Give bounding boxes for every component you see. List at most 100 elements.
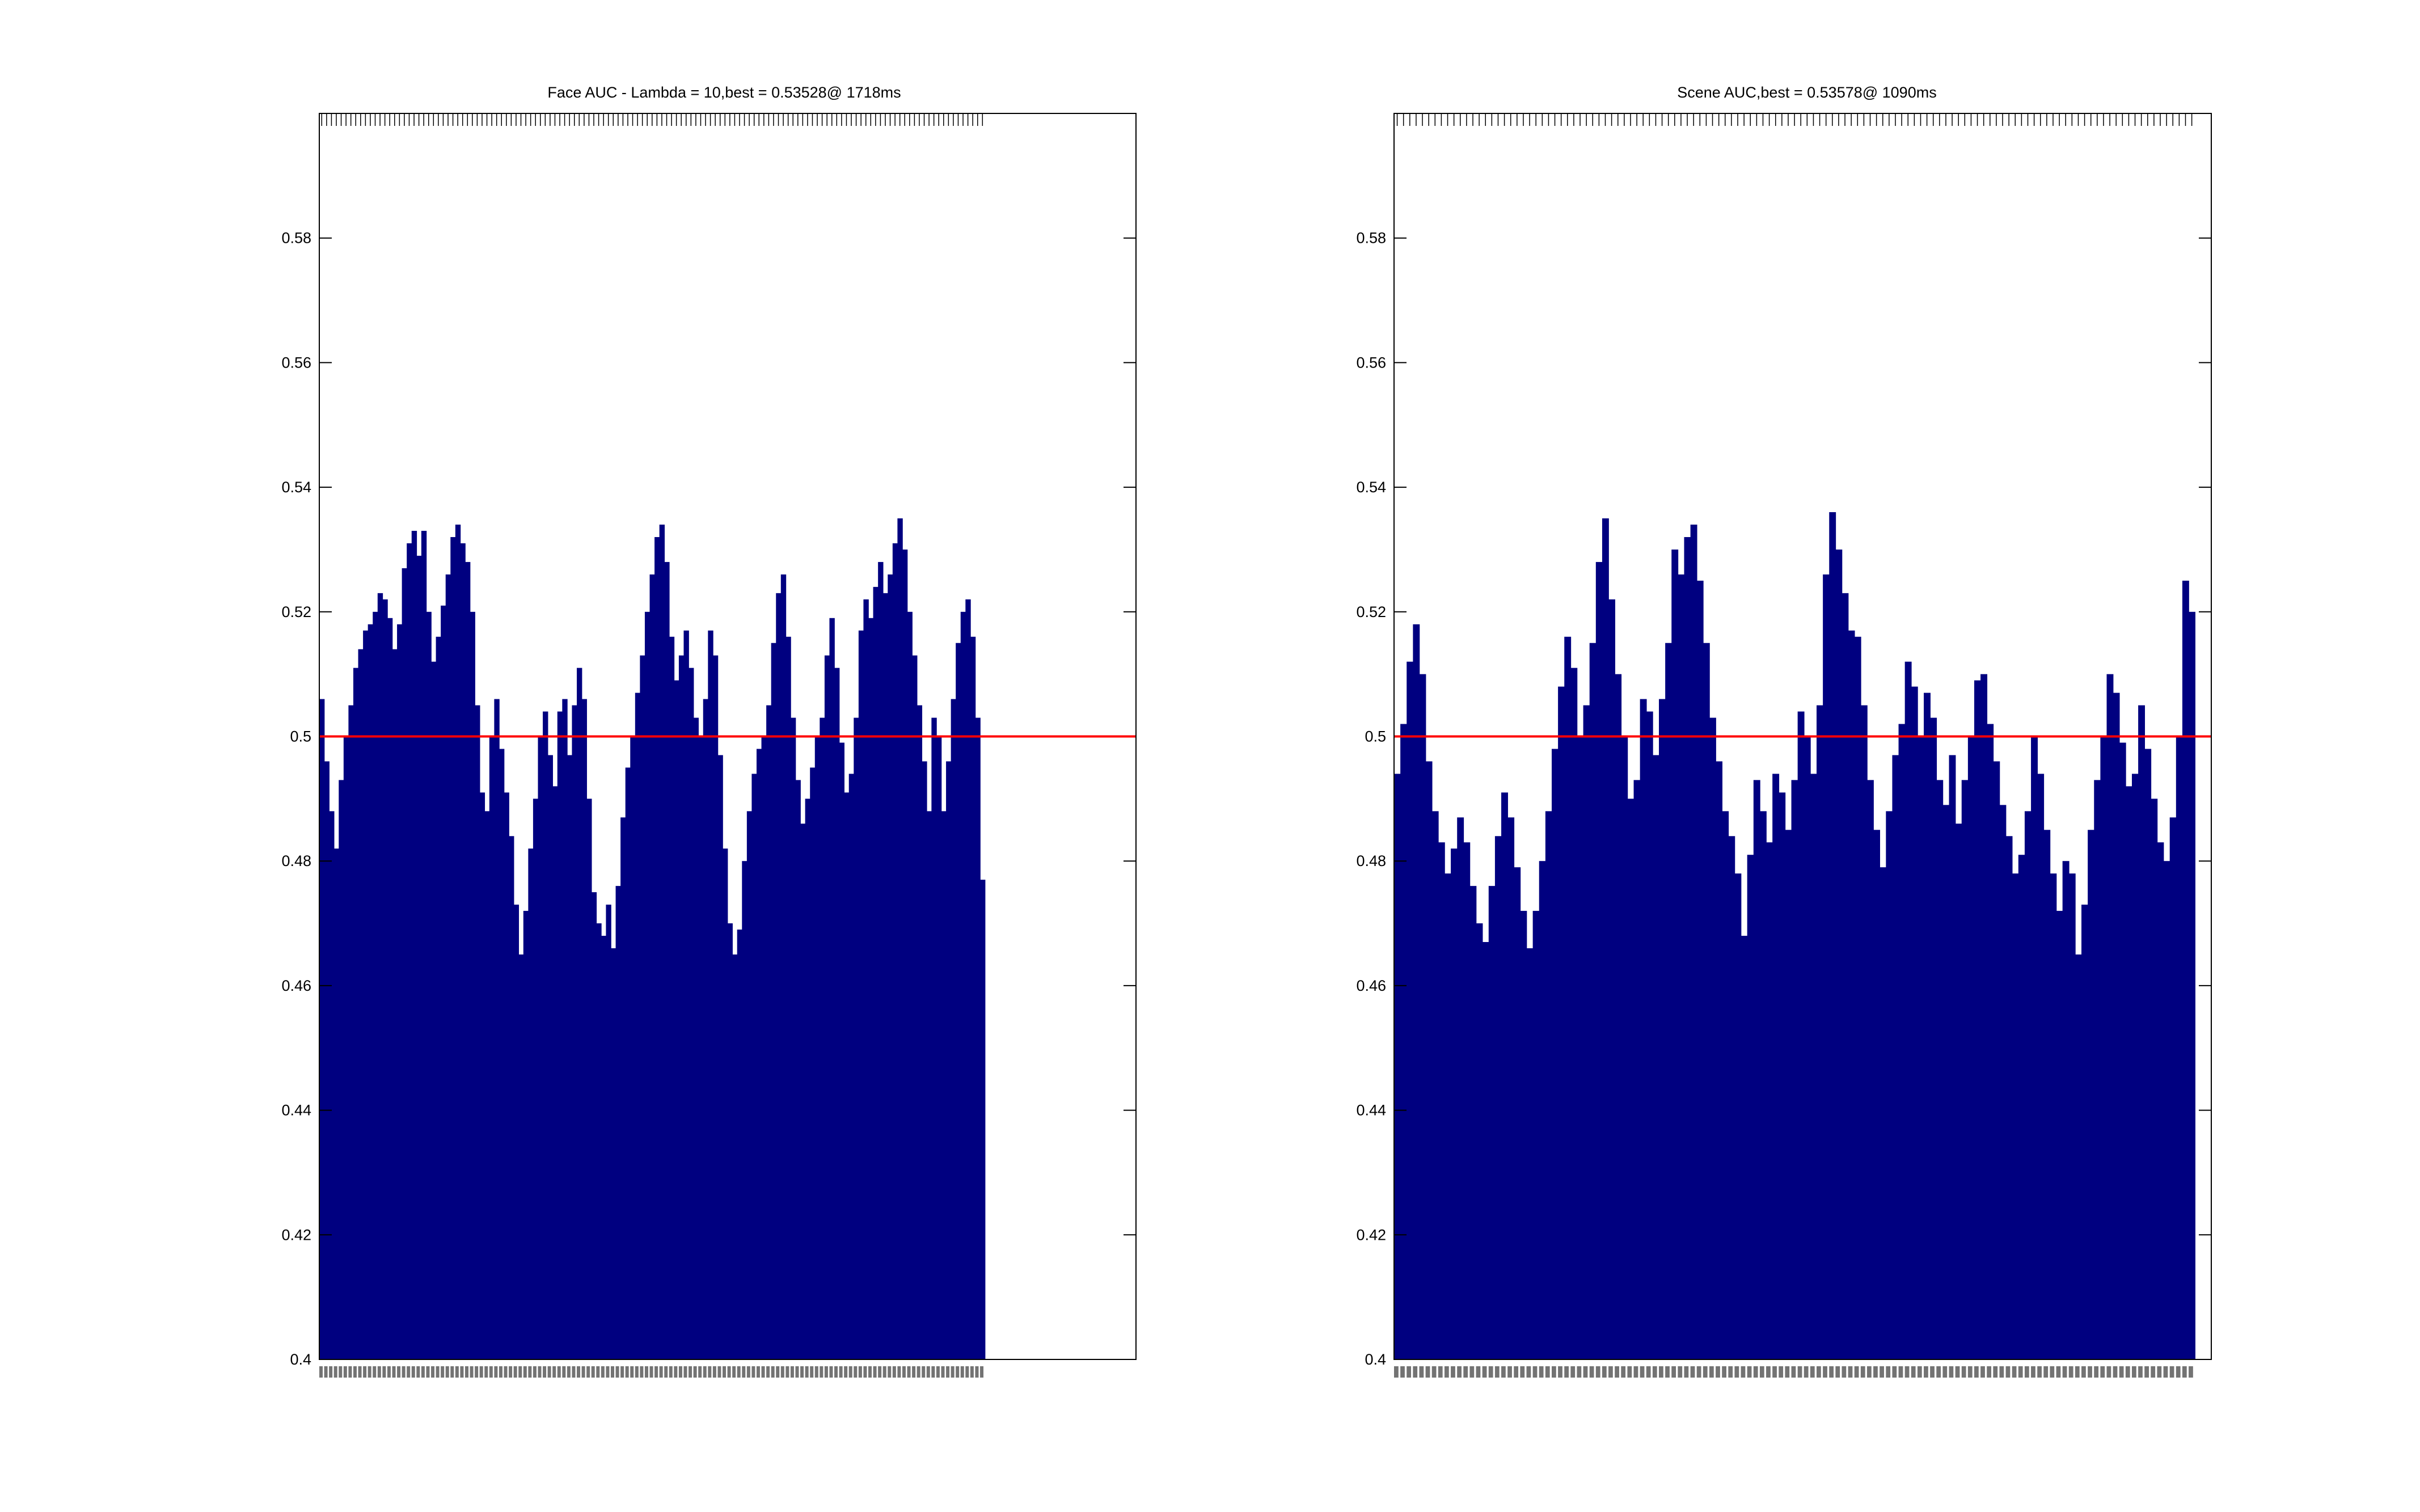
bar xyxy=(2037,774,2045,1359)
x-tick-label-glyphs xyxy=(1886,1366,1891,1378)
x-tick-label-glyphs xyxy=(1955,1366,1960,1378)
x-tick-label-glyphs xyxy=(1684,1366,1689,1378)
bar xyxy=(552,786,558,1359)
bar xyxy=(1810,774,1817,1359)
x-tick-label-glyphs xyxy=(708,1366,712,1378)
x-tick-label-glyphs xyxy=(353,1366,357,1378)
x-tick-label-glyphs xyxy=(1678,1366,1683,1378)
bar xyxy=(868,618,874,1359)
bar xyxy=(814,736,821,1359)
x-tick-label-glyphs xyxy=(1980,1366,1985,1378)
y-tick-label: 0.44 xyxy=(281,1102,311,1119)
bar xyxy=(2031,736,2038,1359)
x-tick-label-glyphs xyxy=(746,1366,750,1378)
x-tick-label-glyphs xyxy=(1425,1366,1430,1378)
bar xyxy=(1967,736,1975,1359)
plot-frame xyxy=(1393,113,2212,1360)
x-tick-label-glyphs xyxy=(1615,1366,1619,1378)
bar xyxy=(1930,717,1937,1359)
bar xyxy=(1665,643,1673,1359)
x-tick-label-glyphs xyxy=(761,1366,765,1378)
bar xyxy=(596,923,602,1359)
x-tick-label-glyphs xyxy=(1747,1366,1752,1378)
y-tick-label: 0.48 xyxy=(281,852,311,869)
bar xyxy=(1425,761,1433,1359)
bar xyxy=(2024,811,2032,1359)
bar xyxy=(926,811,932,1359)
bar xyxy=(2043,830,2051,1359)
x-tick-label-glyphs xyxy=(1431,1366,1437,1378)
x-tick-label-glyphs xyxy=(1407,1366,1412,1378)
x-tick-label-glyphs xyxy=(1892,1366,1897,1378)
bar xyxy=(839,742,844,1359)
bar xyxy=(339,780,344,1359)
x-tick-label-glyphs xyxy=(2075,1366,2080,1378)
x-tick-label-glyphs xyxy=(610,1366,614,1378)
x-tick-label-glyphs xyxy=(1526,1366,1531,1378)
x-tick-label-glyphs xyxy=(1476,1366,1481,1378)
bar xyxy=(397,624,403,1359)
x-tick-label-glyphs xyxy=(2005,1366,2011,1378)
y-tick-label: 0.56 xyxy=(1356,354,1386,371)
bar xyxy=(693,717,699,1359)
bar xyxy=(892,543,898,1360)
x-tick-label-glyphs xyxy=(635,1366,639,1378)
x-tick-label-glyphs xyxy=(2081,1366,2086,1378)
y-tick-label: 0.52 xyxy=(281,603,311,620)
x-tick-label-glyphs xyxy=(931,1366,935,1378)
bar xyxy=(965,599,971,1359)
bar xyxy=(644,611,651,1359)
bar xyxy=(1747,855,1754,1359)
bar xyxy=(878,561,884,1360)
bar xyxy=(431,661,437,1359)
x-tick-label-glyphs xyxy=(1942,1366,1948,1378)
x-tick-label-glyphs xyxy=(382,1366,386,1378)
x-tick-label-glyphs xyxy=(1451,1366,1455,1378)
bar xyxy=(882,593,889,1359)
x-tick-label-glyphs xyxy=(785,1366,789,1378)
x-tick-label-glyphs xyxy=(343,1366,347,1378)
bar xyxy=(1728,836,1735,1359)
bar xyxy=(591,892,597,1359)
x-tick-label-glyphs xyxy=(766,1366,770,1378)
x-tick-label-glyphs xyxy=(523,1366,527,1378)
bar xyxy=(1936,780,1944,1359)
y-tick-label: 0.46 xyxy=(1356,977,1386,994)
bar xyxy=(2169,817,2177,1359)
bar xyxy=(649,574,655,1359)
x-tick-label-glyphs xyxy=(464,1366,468,1378)
x-tick-label-glyphs xyxy=(1866,1366,1872,1378)
bar xyxy=(844,792,850,1359)
bar xyxy=(888,574,893,1359)
x-tick-label-glyphs xyxy=(1627,1366,1632,1378)
x-tick-label-glyphs xyxy=(723,1366,727,1378)
bar xyxy=(756,749,762,1359)
bar xyxy=(902,549,908,1360)
bar xyxy=(824,655,830,1359)
bar xyxy=(518,954,524,1359)
x-tick-label-glyphs xyxy=(756,1366,760,1378)
x-tick-label-glyphs xyxy=(1665,1366,1670,1378)
bar xyxy=(1577,736,1584,1359)
bar xyxy=(1539,861,1546,1359)
x-tick-label-glyphs xyxy=(426,1366,430,1378)
bar xyxy=(698,736,704,1359)
x-tick-label-glyphs xyxy=(1577,1366,1582,1378)
x-tick-label-glyphs xyxy=(1974,1366,1979,1378)
bar xyxy=(820,717,825,1359)
bar xyxy=(1407,661,1414,1359)
x-tick-label-glyphs xyxy=(912,1366,916,1378)
bar xyxy=(402,568,407,1359)
bar xyxy=(1400,724,1408,1359)
x-tick-label-glyphs xyxy=(2100,1366,2105,1378)
x-tick-label-glyphs xyxy=(2012,1366,2017,1378)
bar xyxy=(863,599,869,1359)
bar xyxy=(470,611,475,1359)
bar xyxy=(1532,911,1540,1359)
bar xyxy=(1785,830,1792,1359)
y-axis-ticks: 0.4 0.42 0.44 0.46 0.48 0.5 0.52 0.54 0.56 0.58 xyxy=(1356,230,2211,1368)
x-tick-label-glyphs xyxy=(620,1366,624,1378)
bar xyxy=(416,555,422,1360)
x-tick-label-glyphs xyxy=(1873,1366,1878,1378)
bar xyxy=(1394,774,1401,1359)
